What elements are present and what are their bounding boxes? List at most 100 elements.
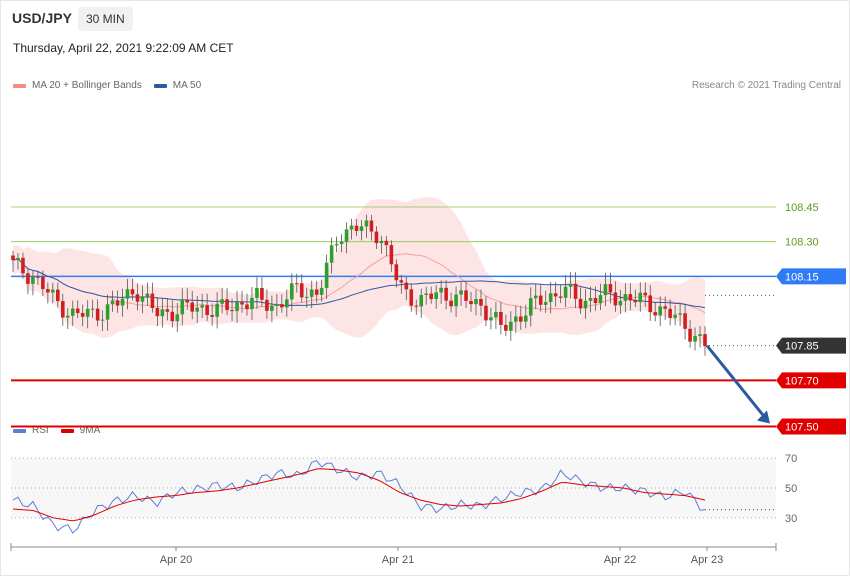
candle-body — [46, 289, 50, 293]
rsi-line — [12, 460, 706, 534]
level-label: 108.15 — [785, 271, 819, 283]
candle-body — [220, 299, 224, 304]
timeframe-button[interactable]: 30 MIN — [78, 7, 133, 31]
legend-ma20-label: MA 20 + Bollinger Bands — [32, 80, 142, 91]
candle-body — [354, 225, 359, 231]
candle-body — [275, 304, 279, 306]
candle-body — [548, 293, 553, 303]
rsi-tick-label: 30 — [785, 513, 797, 525]
candle-body — [285, 299, 289, 308]
candle-body — [299, 283, 304, 298]
level-label: 107.50 — [785, 422, 819, 434]
candle-body — [449, 300, 453, 307]
candle-body — [668, 308, 672, 318]
candle-body — [434, 292, 438, 300]
candle-body — [240, 302, 244, 305]
candle-body — [289, 283, 294, 300]
candle-body — [633, 300, 638, 303]
ma20-line — [12, 253, 706, 314]
candle-body — [543, 302, 548, 305]
candle-body — [180, 299, 185, 315]
candle-body — [120, 298, 125, 306]
projection-arrow-head — [757, 410, 770, 424]
level-label: 108.45 — [785, 202, 819, 214]
candle-body — [563, 286, 568, 298]
legend-9ma-label: 9MA — [79, 425, 101, 436]
candle-body — [384, 240, 389, 246]
x-tick-label: Apr 23 — [691, 554, 723, 566]
candle-body — [439, 287, 443, 293]
level-label: 108.30 — [785, 237, 819, 249]
candle-body — [319, 287, 324, 295]
candle-body — [394, 264, 399, 281]
candle-body — [314, 289, 319, 295]
candle-body — [518, 316, 523, 322]
candle-body — [175, 314, 180, 322]
candle-body — [16, 257, 20, 261]
level-label: 107.70 — [785, 375, 819, 387]
candle-body — [36, 276, 40, 278]
candle-body — [399, 280, 404, 283]
candle-body — [484, 305, 488, 321]
candle-body — [558, 296, 563, 298]
candle-body — [100, 319, 105, 321]
candle-body — [150, 293, 155, 309]
candle-body — [225, 299, 229, 311]
main-legend: MA 20 + Bollinger Bands MA 50 — [13, 80, 213, 91]
level-tag-current — [776, 337, 846, 354]
candle-body — [424, 293, 429, 295]
candle-body — [429, 293, 433, 300]
candle-body — [215, 303, 219, 317]
rsi-ma-line — [12, 468, 706, 522]
legend-ma20: MA 20 + Bollinger Bands — [13, 80, 142, 91]
candle-body — [75, 308, 80, 313]
candle-body — [608, 284, 613, 293]
level-tag-support — [776, 418, 846, 435]
candle-body — [349, 225, 354, 230]
legend-rsi-swatch — [13, 428, 26, 433]
candle-body — [324, 262, 329, 288]
bollinger-band — [13, 197, 705, 347]
candle-body — [255, 287, 259, 298]
candle-body — [130, 289, 135, 295]
candle-body — [538, 295, 543, 305]
candle-body — [578, 298, 583, 309]
candle-body — [155, 308, 160, 317]
candle-body — [648, 295, 653, 313]
candle-body — [593, 298, 598, 303]
candle-body — [454, 294, 458, 307]
x-tick-label: Apr 22 — [604, 554, 636, 566]
candle-body — [414, 305, 419, 307]
candle-body — [469, 300, 473, 305]
candle-body — [359, 226, 364, 231]
candle-body — [369, 220, 374, 232]
candle-body — [105, 304, 110, 320]
research-credit: Research © 2021 Trading Central — [691, 80, 841, 91]
candle-body — [658, 306, 662, 316]
rsi-legend: RSI 9MA — [13, 425, 112, 436]
candle-body — [464, 290, 468, 301]
projection-arrow — [705, 344, 767, 419]
legend-ma50-label: MA 50 — [172, 80, 202, 91]
candle-body — [329, 245, 334, 263]
level-tag-support — [776, 372, 846, 389]
candle-body — [588, 298, 593, 301]
candle-body — [653, 312, 658, 316]
candle-body — [678, 313, 682, 315]
candle-body — [618, 300, 623, 306]
candle-body — [205, 305, 209, 316]
candle-body — [270, 305, 274, 311]
rsi-tick-label: 50 — [785, 483, 797, 495]
candle-body — [85, 308, 90, 317]
legend-9ma: 9MA — [60, 425, 101, 436]
candle-body — [553, 293, 558, 297]
x-tick-label: Apr 20 — [160, 554, 192, 566]
candle-body — [693, 335, 697, 342]
x-tick-label: Apr 21 — [382, 554, 414, 566]
candle-body — [489, 317, 493, 321]
candle-body — [703, 334, 707, 347]
candle-body — [230, 310, 234, 312]
legend-ma50-swatch — [153, 83, 167, 88]
candle-body — [11, 255, 15, 261]
candle-body — [265, 299, 269, 311]
